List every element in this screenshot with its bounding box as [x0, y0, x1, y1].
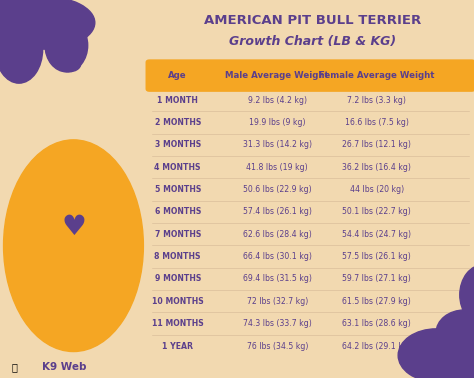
Text: 63.1 lbs (28.6 kg): 63.1 lbs (28.6 kg) [342, 319, 411, 328]
Text: AMERICAN PIT BULL TERRIER: AMERICAN PIT BULL TERRIER [204, 14, 421, 27]
Text: K9 Web: K9 Web [42, 363, 86, 372]
Text: 10 MONTHS: 10 MONTHS [152, 297, 204, 306]
Text: 64.2 lbs (29.1 kg): 64.2 lbs (29.1 kg) [342, 342, 411, 350]
Text: 9 MONTHS: 9 MONTHS [155, 274, 201, 284]
Ellipse shape [460, 265, 474, 325]
Ellipse shape [431, 336, 474, 378]
Text: 76 lbs (34.5 kg): 76 lbs (34.5 kg) [246, 342, 308, 350]
Text: 9.2 lbs (4.2 kg): 9.2 lbs (4.2 kg) [248, 96, 307, 104]
Ellipse shape [45, 19, 88, 72]
Text: 74.3 lbs (33.7 kg): 74.3 lbs (33.7 kg) [243, 319, 312, 328]
Text: 57.4 lbs (26.1 kg): 57.4 lbs (26.1 kg) [243, 208, 312, 216]
Text: 2 MONTHS: 2 MONTHS [155, 118, 201, 127]
Text: 72 lbs (32.7 kg): 72 lbs (32.7 kg) [246, 297, 308, 306]
Text: 36.2 lbs (16.4 kg): 36.2 lbs (16.4 kg) [342, 163, 411, 172]
Text: 11 MONTHS: 11 MONTHS [152, 319, 204, 328]
Ellipse shape [398, 329, 474, 378]
Text: 8 MONTHS: 8 MONTHS [155, 252, 201, 261]
Text: Age: Age [168, 71, 187, 80]
Ellipse shape [436, 310, 474, 355]
Ellipse shape [0, 0, 66, 34]
Text: 26.7 lbs (12.1 kg): 26.7 lbs (12.1 kg) [342, 140, 411, 149]
Text: 41.8 lbs (19 kg): 41.8 lbs (19 kg) [246, 163, 308, 172]
Text: 59.7 lbs (27.1 kg): 59.7 lbs (27.1 kg) [342, 274, 411, 284]
Text: 6 MONTHS: 6 MONTHS [155, 208, 201, 216]
Ellipse shape [4, 140, 143, 352]
Text: 19.9 lbs (9 kg): 19.9 lbs (9 kg) [249, 118, 306, 127]
Ellipse shape [0, 0, 95, 49]
Text: 50.6 lbs (22.9 kg): 50.6 lbs (22.9 kg) [243, 185, 311, 194]
Text: ♥: ♥ [61, 213, 86, 241]
Text: 57.5 lbs (26.1 kg): 57.5 lbs (26.1 kg) [342, 252, 411, 261]
Ellipse shape [0, 15, 43, 83]
Text: 7 MONTHS: 7 MONTHS [155, 230, 201, 239]
Text: 16.6 lbs (7.5 kg): 16.6 lbs (7.5 kg) [345, 118, 409, 127]
Text: 3 MONTHS: 3 MONTHS [155, 140, 201, 149]
Text: 31.3 lbs (14.2 kg): 31.3 lbs (14.2 kg) [243, 140, 312, 149]
Text: 54.4 lbs (24.7 kg): 54.4 lbs (24.7 kg) [342, 230, 411, 239]
Text: 66.4 lbs (30.1 kg): 66.4 lbs (30.1 kg) [243, 252, 312, 261]
Text: 69.4 lbs (31.5 kg): 69.4 lbs (31.5 kg) [243, 274, 312, 284]
Text: 4 MONTHS: 4 MONTHS [155, 163, 201, 172]
Text: 62.6 lbs (28.4 kg): 62.6 lbs (28.4 kg) [243, 230, 312, 239]
Text: 61.5 lbs (27.9 kg): 61.5 lbs (27.9 kg) [342, 297, 411, 306]
Text: Male Average Weight: Male Average Weight [226, 71, 329, 80]
Text: Growth Chart (LB & KG): Growth Chart (LB & KG) [229, 35, 396, 48]
Text: Female Average Weight: Female Average Weight [319, 71, 435, 80]
Ellipse shape [6, 62, 32, 82]
Text: 5 MONTHS: 5 MONTHS [155, 185, 201, 194]
FancyBboxPatch shape [146, 59, 474, 92]
Text: 50.1 lbs (22.7 kg): 50.1 lbs (22.7 kg) [342, 208, 411, 216]
Text: 🐾: 🐾 [12, 363, 18, 372]
Text: 1 MONTH: 1 MONTH [157, 96, 198, 104]
Text: 1 YEAR: 1 YEAR [162, 342, 193, 350]
Text: 7.2 lbs (3.3 kg): 7.2 lbs (3.3 kg) [347, 96, 406, 104]
Ellipse shape [57, 57, 81, 72]
Text: 44 lbs (20 kg): 44 lbs (20 kg) [350, 185, 404, 194]
